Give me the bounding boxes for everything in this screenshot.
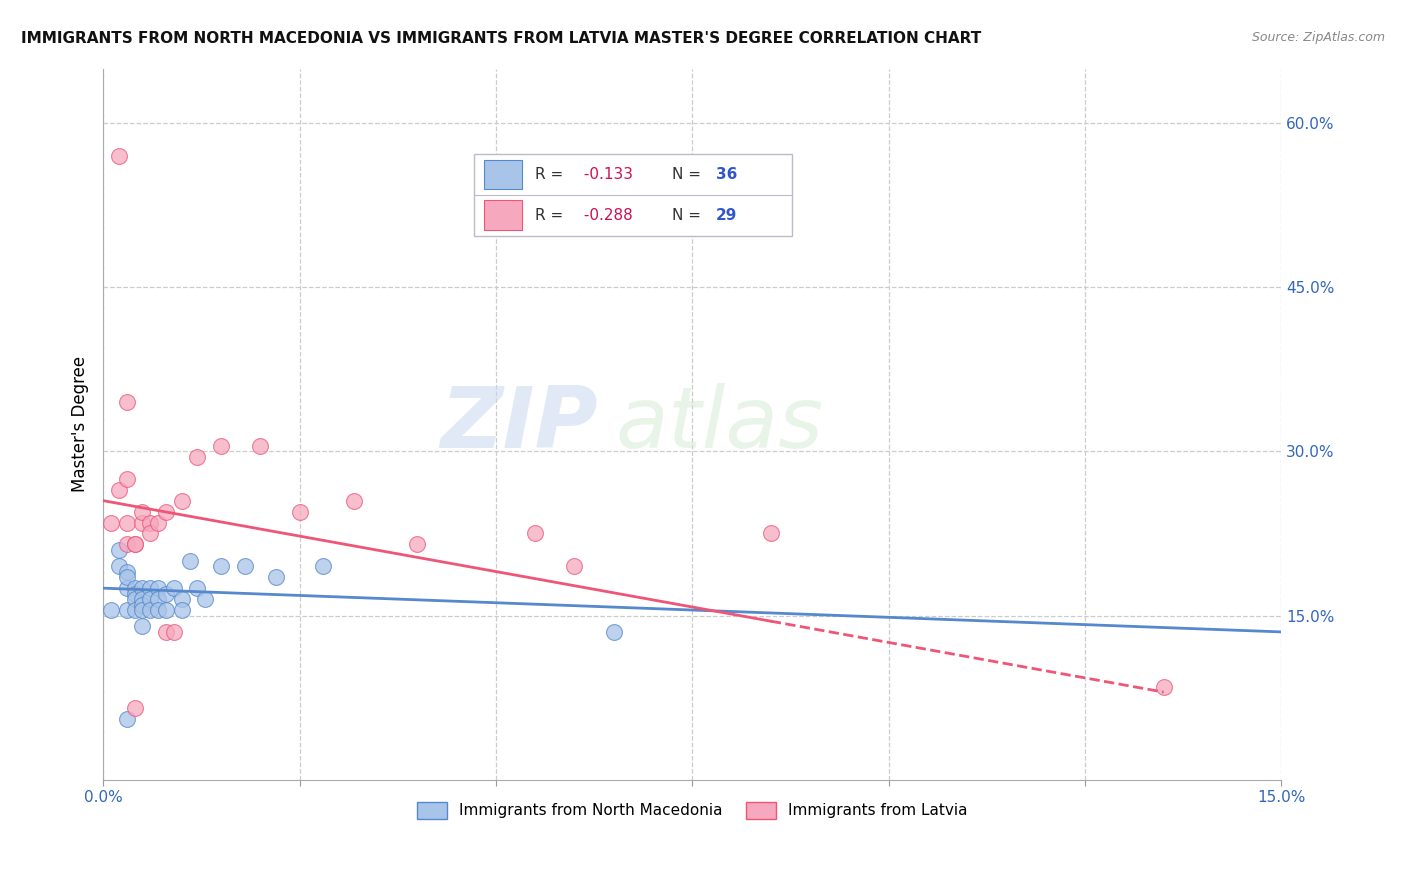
Point [131, 592, 153, 607]
Point [115, 570, 138, 584]
Point [115, 472, 138, 486]
Point [146, 581, 169, 595]
Point [170, 592, 193, 607]
Point [155, 603, 177, 617]
Point [131, 505, 153, 519]
Point [124, 603, 146, 617]
Point [146, 603, 169, 617]
Point [115, 565, 138, 579]
Point [264, 570, 287, 584]
Text: atlas: atlas [616, 383, 824, 466]
Point [139, 581, 162, 595]
Point [602, 624, 624, 639]
Point [146, 592, 169, 607]
Point [163, 581, 186, 595]
Point [131, 598, 153, 612]
Point [146, 516, 169, 530]
Point [186, 581, 208, 595]
Point [131, 581, 153, 595]
Point [115, 603, 138, 617]
Point [249, 439, 271, 453]
Point [108, 483, 131, 497]
Point [131, 516, 153, 530]
Point [524, 526, 547, 541]
Legend: Immigrants from North Macedonia, Immigrants from Latvia: Immigrants from North Macedonia, Immigra… [411, 796, 974, 825]
Point [170, 603, 193, 617]
Point [564, 559, 586, 574]
Point [1153, 680, 1175, 694]
Point [124, 592, 146, 607]
Point [209, 559, 232, 574]
Point [115, 395, 138, 409]
Point [170, 493, 193, 508]
Point [155, 505, 177, 519]
Point [131, 603, 153, 617]
Point [343, 493, 366, 508]
Point [209, 439, 232, 453]
Point [288, 505, 311, 519]
Point [759, 526, 782, 541]
Point [124, 537, 146, 551]
Point [163, 624, 186, 639]
Point [139, 592, 162, 607]
Point [186, 450, 208, 464]
Text: Source: ZipAtlas.com: Source: ZipAtlas.com [1251, 31, 1385, 45]
Point [108, 149, 131, 163]
Point [139, 603, 162, 617]
Point [139, 516, 162, 530]
Point [155, 624, 177, 639]
Point [115, 516, 138, 530]
Point [124, 701, 146, 715]
Point [108, 542, 131, 557]
Text: IMMIGRANTS FROM NORTH MACEDONIA VS IMMIGRANTS FROM LATVIA MASTER'S DEGREE CORREL: IMMIGRANTS FROM NORTH MACEDONIA VS IMMIG… [21, 31, 981, 46]
Point [194, 592, 217, 607]
Point [100, 603, 122, 617]
Point [115, 713, 138, 727]
Y-axis label: Master's Degree: Master's Degree [72, 356, 89, 492]
Point [179, 554, 201, 568]
Point [139, 526, 162, 541]
Point [124, 587, 146, 601]
Point [155, 587, 177, 601]
Point [124, 581, 146, 595]
Point [115, 537, 138, 551]
Point [100, 516, 122, 530]
Point [233, 559, 256, 574]
Point [124, 537, 146, 551]
Text: ZIP: ZIP [440, 383, 598, 466]
Point [406, 537, 429, 551]
Point [131, 619, 153, 633]
Point [115, 581, 138, 595]
Point [312, 559, 335, 574]
Point [108, 559, 131, 574]
